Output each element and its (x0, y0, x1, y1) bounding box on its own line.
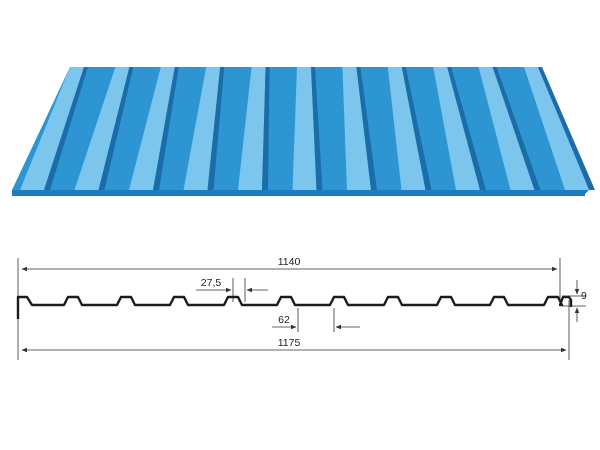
sheet-rib (478, 67, 535, 190)
dimension-label-1175: 1175 (278, 337, 301, 349)
sheet-rib-shadow (98, 67, 134, 190)
sheet-rib (74, 67, 130, 190)
sheet-rib-shadow (153, 67, 179, 190)
sheet-rib (387, 67, 426, 190)
sheet-rib-shadow (356, 67, 377, 190)
sheet-rib (342, 67, 371, 190)
sheet-rib (433, 67, 480, 190)
sheet-rib (238, 67, 266, 190)
sheet-rib-shadow (538, 67, 595, 190)
sheet-rib-shadow (492, 67, 541, 190)
sheet-front-edge (12, 190, 585, 196)
dimension-label-flange: 27,5 (201, 277, 222, 289)
profiled-sheet-illustration (12, 67, 595, 196)
sheet-rib-shadow (44, 67, 88, 190)
sheet-rib-shadow (311, 67, 323, 190)
sheet-rib (524, 67, 589, 190)
sheet-rib-shadow (401, 67, 432, 190)
sheet-rib (129, 67, 175, 190)
dimension-label-1140: 1140 (278, 256, 301, 268)
sheet-rib (183, 67, 221, 190)
dimension-label-pitch: 62 (278, 314, 290, 326)
sheet-rib-shadow (262, 67, 270, 190)
sheet-rib-shadow (207, 67, 225, 190)
sheet-ribs (20, 67, 595, 194)
sheet-rib (20, 67, 84, 190)
profile-outline (16, 295, 573, 319)
sheet-rib-shadow (447, 67, 486, 190)
cross-section-drawing: 1140 27,5 62 9 1175 (16, 256, 587, 360)
sheet-rib (292, 67, 317, 190)
dimension-label-height: 9 (581, 290, 587, 302)
